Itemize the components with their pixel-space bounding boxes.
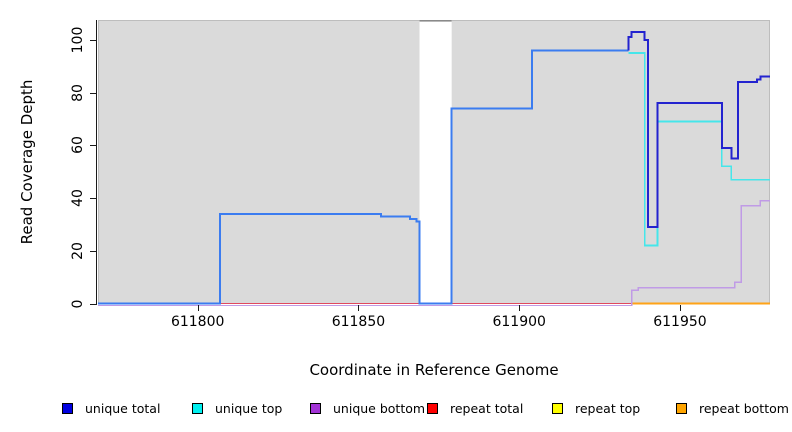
series-line-unique-total xyxy=(627,30,770,228)
legend-item-repeat-bottom: repeat bottom xyxy=(676,399,789,417)
legend: unique total unique top unique bottom repea… xyxy=(0,399,792,419)
legend-swatch-unique-bottom xyxy=(310,402,321,414)
x-tick-label: 611850 xyxy=(331,314,386,330)
legend-item-unique-total: unique total xyxy=(62,399,160,417)
legend-swatch-repeat-top xyxy=(552,402,563,414)
x-tick xyxy=(519,305,521,311)
y-tick-label: 80 xyxy=(70,83,86,102)
legend-swatch-unique-top xyxy=(192,402,203,414)
x-tick xyxy=(197,305,199,311)
y-tick xyxy=(90,92,96,94)
y-axis-title: Read Coverage Depth xyxy=(18,79,36,245)
x-tick-label: 611800 xyxy=(170,314,225,330)
y-tick-label: 40 xyxy=(70,189,86,207)
y-tick xyxy=(90,39,96,41)
y-axis-line xyxy=(96,20,97,305)
legend-label: repeat bottom xyxy=(699,400,789,416)
series-line-unique-top xyxy=(628,52,770,247)
legend-item-unique-bottom: unique bottom xyxy=(310,399,425,417)
legend-swatch-repeat-bottom xyxy=(676,402,687,414)
legend-item-unique-top: unique top xyxy=(192,399,282,417)
y-tick-label: 100 xyxy=(70,26,86,54)
legend-item-repeat-total: repeat total xyxy=(427,399,523,417)
legend-label: unique total xyxy=(85,400,161,416)
x-tick xyxy=(358,305,360,311)
x-tick-label: 611950 xyxy=(653,314,707,330)
y-tick xyxy=(90,303,96,305)
y-tick-label: 0 xyxy=(70,299,86,308)
y-tick xyxy=(90,250,96,252)
y-tick-label: 60 xyxy=(70,136,86,155)
gap-band-top-edge xyxy=(419,20,452,22)
legend-label: unique top xyxy=(215,400,283,416)
legend-label: repeat total xyxy=(450,400,524,416)
x-tick-label: 611900 xyxy=(492,314,546,330)
plot-series-canvas xyxy=(98,19,770,307)
legend-item-repeat-top: repeat top xyxy=(552,399,640,417)
y-tick xyxy=(90,145,96,147)
series-line-unique-total-light xyxy=(98,49,629,305)
y-tick-label: 20 xyxy=(70,241,86,260)
y-tick xyxy=(90,198,96,199)
legend-label: repeat top xyxy=(575,400,641,416)
legend-swatch-repeat-total xyxy=(427,402,438,414)
no-data-gap-band xyxy=(419,19,452,304)
x-axis-title: Coordinate in Reference Genome xyxy=(309,361,559,379)
legend-swatch-unique-total xyxy=(62,402,73,414)
x-tick xyxy=(679,305,681,311)
series-line-unique-bottom xyxy=(98,199,770,307)
legend-label: unique bottom xyxy=(333,400,426,416)
